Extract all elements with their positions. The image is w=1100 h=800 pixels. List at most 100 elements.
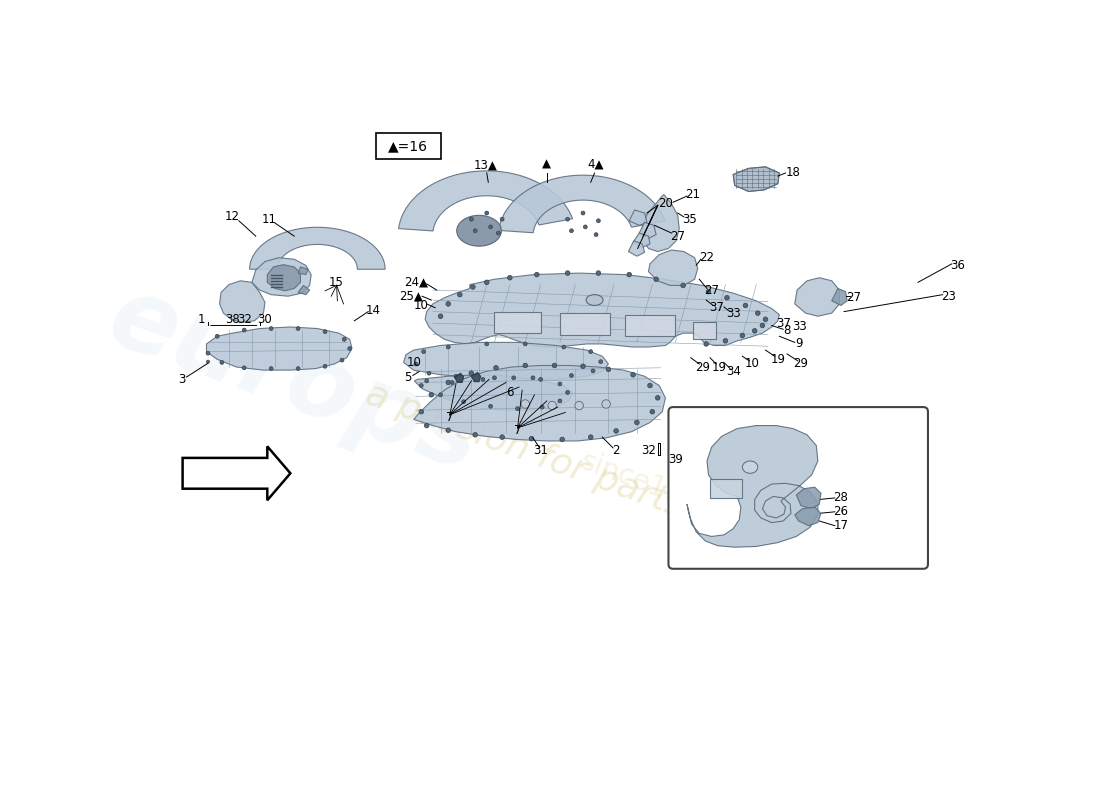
Polygon shape	[832, 289, 847, 306]
Circle shape	[425, 379, 429, 383]
Text: 37: 37	[708, 302, 724, 314]
Text: 33: 33	[726, 306, 740, 320]
Text: ▲: ▲	[542, 158, 551, 170]
Polygon shape	[711, 479, 742, 498]
Text: 38: 38	[226, 313, 240, 326]
Text: 24▲: 24▲	[404, 276, 428, 289]
Circle shape	[583, 225, 587, 229]
Circle shape	[596, 219, 601, 222]
FancyBboxPatch shape	[376, 133, 440, 159]
Circle shape	[516, 406, 519, 410]
Circle shape	[630, 373, 636, 377]
Circle shape	[421, 350, 426, 354]
Polygon shape	[495, 311, 541, 333]
Circle shape	[270, 366, 273, 370]
Ellipse shape	[586, 294, 603, 306]
Text: 18: 18	[785, 166, 801, 179]
Circle shape	[524, 342, 527, 346]
Circle shape	[529, 436, 534, 441]
Circle shape	[650, 410, 654, 414]
Text: 21: 21	[685, 188, 701, 201]
Circle shape	[558, 399, 562, 403]
Polygon shape	[649, 250, 697, 286]
Text: 3: 3	[178, 373, 186, 386]
Polygon shape	[686, 426, 818, 547]
Circle shape	[648, 383, 652, 388]
Circle shape	[756, 311, 760, 315]
Circle shape	[565, 270, 570, 275]
Polygon shape	[414, 366, 666, 441]
Polygon shape	[415, 374, 573, 410]
Text: 19: 19	[770, 353, 785, 366]
Text: 29: 29	[793, 358, 808, 370]
Polygon shape	[472, 373, 481, 382]
Ellipse shape	[742, 461, 758, 474]
Polygon shape	[634, 233, 650, 248]
Circle shape	[481, 378, 485, 382]
Polygon shape	[796, 487, 821, 509]
Text: ▲=16: ▲=16	[388, 139, 428, 153]
Circle shape	[581, 364, 585, 369]
Polygon shape	[298, 286, 310, 294]
Polygon shape	[250, 227, 385, 270]
Circle shape	[500, 218, 504, 221]
Circle shape	[447, 345, 450, 349]
Circle shape	[575, 402, 583, 410]
Circle shape	[488, 225, 493, 229]
Polygon shape	[207, 327, 352, 370]
Text: 12: 12	[226, 210, 240, 223]
Polygon shape	[625, 314, 675, 336]
Circle shape	[206, 351, 210, 355]
Text: 8: 8	[783, 324, 791, 338]
Polygon shape	[220, 281, 265, 322]
Polygon shape	[298, 267, 308, 274]
Circle shape	[627, 272, 631, 277]
Circle shape	[207, 360, 209, 363]
Circle shape	[242, 328, 246, 332]
Polygon shape	[639, 222, 656, 238]
Circle shape	[323, 330, 327, 334]
Text: 9: 9	[795, 338, 803, 350]
Circle shape	[342, 338, 346, 342]
Text: 31: 31	[534, 444, 548, 457]
Text: 28: 28	[834, 491, 848, 505]
Circle shape	[485, 342, 488, 346]
Circle shape	[570, 229, 573, 233]
Circle shape	[744, 303, 748, 308]
Circle shape	[548, 402, 557, 410]
Text: 33: 33	[792, 321, 806, 334]
Circle shape	[470, 218, 473, 221]
Text: 29: 29	[695, 361, 710, 374]
Text: 5: 5	[405, 370, 411, 383]
Circle shape	[419, 410, 424, 414]
Circle shape	[723, 338, 728, 343]
Circle shape	[531, 376, 535, 380]
Circle shape	[653, 277, 659, 282]
Text: 23: 23	[942, 290, 956, 302]
Circle shape	[763, 317, 768, 322]
Polygon shape	[252, 258, 311, 296]
Text: 27: 27	[704, 283, 719, 297]
Polygon shape	[560, 313, 609, 334]
Text: 14: 14	[365, 303, 381, 317]
Circle shape	[296, 366, 300, 370]
Ellipse shape	[456, 215, 502, 246]
Polygon shape	[794, 278, 839, 316]
Circle shape	[560, 437, 564, 442]
Text: since1985: since1985	[576, 447, 720, 522]
Polygon shape	[454, 373, 464, 382]
Circle shape	[348, 346, 352, 350]
Circle shape	[760, 323, 764, 328]
Circle shape	[438, 314, 443, 318]
Circle shape	[570, 374, 573, 378]
Circle shape	[427, 371, 431, 375]
Text: 10: 10	[745, 358, 760, 370]
Circle shape	[462, 400, 465, 404]
Circle shape	[565, 218, 570, 221]
Circle shape	[270, 326, 273, 330]
Circle shape	[454, 374, 458, 378]
Circle shape	[496, 231, 500, 235]
Text: 6: 6	[506, 386, 514, 399]
Text: 17: 17	[834, 519, 848, 532]
Polygon shape	[498, 175, 666, 233]
